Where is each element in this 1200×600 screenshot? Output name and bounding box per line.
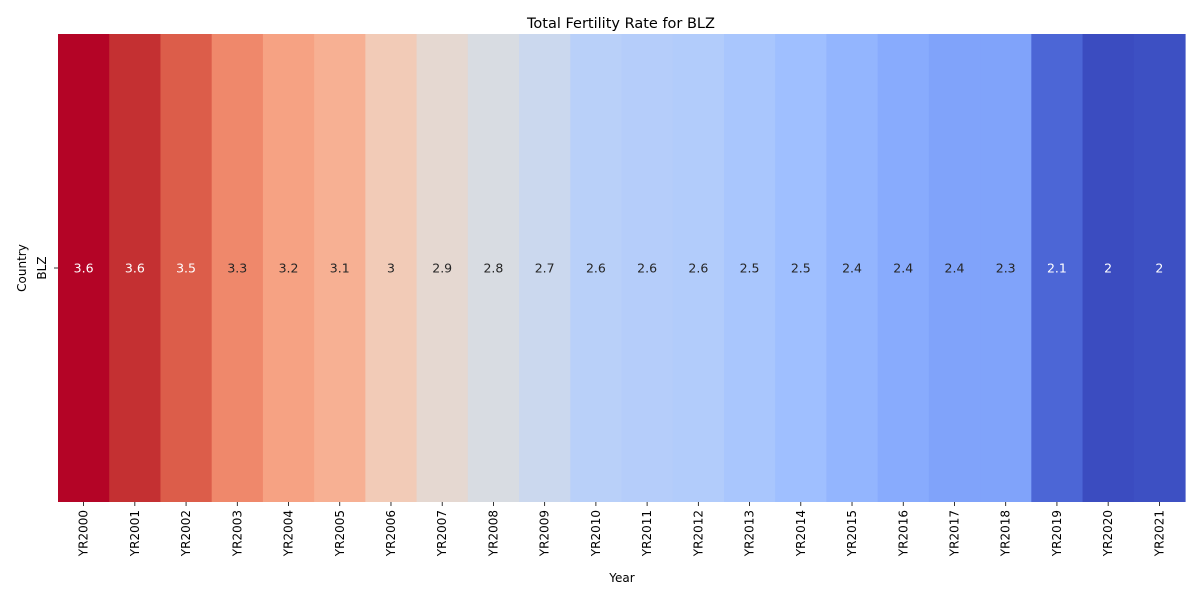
cell-value-label: 2.1 bbox=[1047, 261, 1067, 276]
cell-value-label: 2.9 bbox=[432, 261, 452, 276]
y-axis-label: Country bbox=[15, 244, 29, 292]
heatmap-cell bbox=[160, 34, 213, 502]
chart-title: Total Fertility Rate for BLZ bbox=[526, 16, 715, 32]
cell-value-label: 2.4 bbox=[945, 261, 965, 276]
x-tick-label: YR2020 bbox=[1101, 510, 1115, 557]
x-tick-label: YR2003 bbox=[230, 510, 244, 557]
heatmap-cell bbox=[877, 34, 930, 502]
x-tick-label: YR2017 bbox=[947, 510, 961, 557]
x-tick-label: YR2008 bbox=[486, 510, 500, 557]
cell-value-label: 2 bbox=[1104, 261, 1112, 276]
cell-value-label: 2.4 bbox=[842, 261, 862, 276]
x-tick-label: YR2018 bbox=[999, 510, 1013, 557]
heatmap-cell bbox=[262, 34, 315, 502]
x-tick-label: YR2006 bbox=[384, 510, 398, 557]
heatmap-cells: 3.6 3.6 3.5 3.3 3.2 3.1 3 2.9 2.8 2.7 2.6 2.6 2.6 2.5… bbox=[58, 34, 1186, 502]
heatmap-cell bbox=[211, 34, 264, 502]
cell-value-label: 3 bbox=[387, 261, 395, 276]
x-axis-ticks: YR2000 YR2001 YR2002 YR2003 YR2004 YR2005 YR20… bbox=[77, 502, 1166, 557]
cell-value-label: 2.4 bbox=[893, 261, 913, 276]
y-axis-ticks: BLZ bbox=[35, 256, 58, 280]
x-tick-label: YR2012 bbox=[691, 510, 705, 557]
x-tick-label: YR2002 bbox=[179, 510, 193, 557]
cell-value-label: 2.6 bbox=[688, 261, 708, 276]
heatmap-cell bbox=[928, 34, 981, 502]
heatmap-cell bbox=[826, 34, 879, 502]
heatmap-cell bbox=[519, 34, 571, 502]
cell-value-label: 3.1 bbox=[330, 261, 350, 276]
x-tick-label: YR2005 bbox=[333, 510, 347, 557]
x-tick-label: YR2000 bbox=[77, 510, 91, 557]
x-tick-label: YR2014 bbox=[794, 510, 808, 557]
heatmap-cell bbox=[723, 34, 776, 502]
cell-value-label: 2.8 bbox=[483, 261, 503, 276]
x-tick-label: YR2011 bbox=[640, 510, 654, 557]
cell-value-label: 3.6 bbox=[74, 261, 94, 276]
cell-value-label: 2.5 bbox=[740, 261, 760, 276]
x-axis-label: Year bbox=[608, 571, 634, 585]
heatmap-cell bbox=[1082, 34, 1135, 502]
cell-value-label: 3.6 bbox=[125, 261, 145, 276]
cell-value-label: 2 bbox=[1155, 261, 1163, 276]
x-tick-label: YR2009 bbox=[538, 510, 552, 557]
heatmap-cell bbox=[980, 34, 1032, 502]
x-tick-label: YR2021 bbox=[1152, 510, 1166, 557]
heatmap-cell bbox=[570, 34, 623, 502]
heatmap-cell bbox=[416, 34, 469, 502]
x-tick-label: YR2007 bbox=[435, 510, 449, 557]
heatmap-cell bbox=[109, 34, 162, 502]
cell-value-label: 3.5 bbox=[176, 261, 196, 276]
x-tick-label: YR2019 bbox=[1050, 510, 1064, 557]
x-tick-label: YR2015 bbox=[845, 510, 859, 557]
cell-value-label: 3.2 bbox=[279, 261, 299, 276]
x-tick-label: YR2001 bbox=[128, 510, 142, 557]
heatmap-cell bbox=[621, 34, 674, 502]
cell-value-label: 2.7 bbox=[535, 261, 555, 276]
cell-value-label: 3.3 bbox=[227, 261, 247, 276]
heatmap-cell bbox=[58, 34, 110, 502]
cell-value-label: 2.5 bbox=[791, 261, 811, 276]
cell-value-label: 2.6 bbox=[586, 261, 606, 276]
x-tick-label: YR2013 bbox=[743, 510, 757, 557]
heatmap-cell bbox=[365, 34, 418, 502]
heatmap-cell bbox=[467, 34, 520, 502]
heatmap-cell bbox=[314, 34, 366, 502]
heatmap-cell bbox=[1031, 34, 1084, 502]
y-tick-label: BLZ bbox=[35, 256, 49, 279]
cell-value-label: 2.3 bbox=[996, 261, 1016, 276]
x-tick-label: YR2004 bbox=[282, 510, 296, 557]
cell-value-label: 2.6 bbox=[637, 261, 657, 276]
x-tick-label: YR2010 bbox=[589, 510, 603, 557]
x-tick-label: YR2016 bbox=[896, 510, 910, 557]
heatmap-cell bbox=[672, 34, 725, 502]
heatmap-cell bbox=[1133, 34, 1186, 502]
heatmap-cell bbox=[775, 34, 828, 502]
